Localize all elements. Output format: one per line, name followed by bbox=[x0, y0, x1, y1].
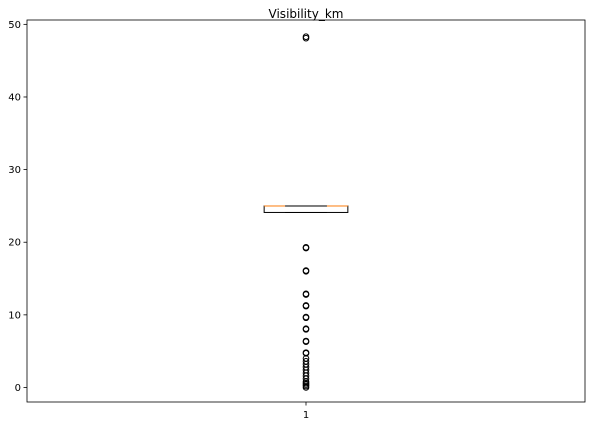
flier-point bbox=[302, 291, 310, 298]
flier-point bbox=[302, 244, 310, 252]
boxplot bbox=[263, 33, 349, 391]
flier-point bbox=[302, 314, 310, 322]
y-axis: 0 10 20 30 40 50 bbox=[8, 20, 27, 394]
flier-point bbox=[302, 384, 310, 391]
flier-point bbox=[302, 350, 310, 357]
flier-point bbox=[302, 338, 310, 346]
y-tick-label: 50 bbox=[8, 20, 21, 31]
y-tick-label: 10 bbox=[8, 310, 21, 321]
y-tick-label: 30 bbox=[8, 165, 21, 176]
y-tick-label: 0 bbox=[15, 383, 21, 394]
flier-point bbox=[302, 302, 310, 310]
x-axis: 1 bbox=[303, 402, 309, 421]
x-tick-label: 1 bbox=[303, 410, 309, 421]
box-iqr bbox=[263, 205, 349, 213]
flier-point bbox=[302, 267, 310, 275]
flier-point bbox=[302, 326, 310, 333]
y-tick-label: 40 bbox=[8, 92, 21, 103]
flier-point bbox=[302, 34, 310, 42]
chart-title: Visibility_km bbox=[269, 7, 344, 21]
y-tick-label: 20 bbox=[8, 238, 21, 249]
